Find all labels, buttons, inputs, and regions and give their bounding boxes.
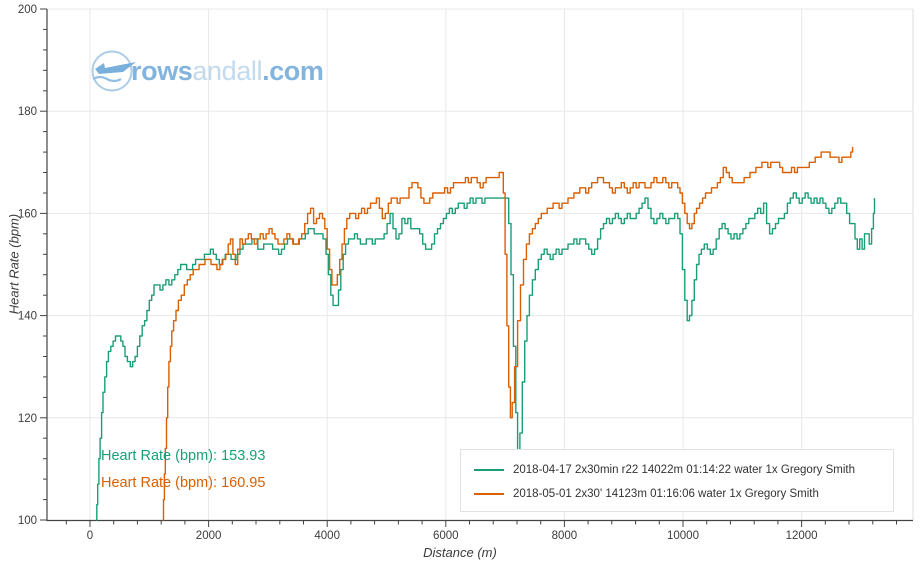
- y-tick-label: 100: [18, 515, 37, 527]
- x-tick-label: 2000: [196, 530, 222, 542]
- boat-hull: [95, 62, 136, 74]
- x-tick-label: 4000: [314, 530, 340, 542]
- mean-hr-annotation-2: Heart Rate (bpm): 160.95: [101, 475, 266, 491]
- x-tick-label: 0: [87, 530, 93, 542]
- logo-rows: rows: [131, 56, 193, 86]
- logo-andall: andall: [192, 56, 263, 86]
- logo-text: rowsandall.com: [131, 49, 324, 93]
- y-tick-label: 120: [18, 413, 37, 425]
- mean-hr-annotation-1: Heart Rate (bpm): 153.93: [101, 448, 266, 464]
- legend-label: 2018-05-01 2x30' 14123m 01:16:06 water 1…: [513, 488, 819, 500]
- y-tick-label: 200: [18, 4, 37, 16]
- wave-icon: [92, 75, 122, 83]
- y-tick-label: 180: [18, 106, 37, 118]
- legend-item-workout-1[interactable]: 2018-04-17 2x30min r22 14022m 01:14:22 w…: [474, 458, 893, 482]
- rowsandall-logo: rowsandall.com: [90, 49, 324, 93]
- x-axis-title: Distance (m): [423, 545, 497, 560]
- legend: 2018-04-17 2x30min r22 14022m 01:14:22 w…: [460, 449, 894, 512]
- legend-swatch-orange: [474, 493, 504, 495]
- x-tick-label: 6000: [433, 530, 459, 542]
- y-tick-label: 160: [18, 208, 37, 220]
- legend-swatch-green: [474, 469, 504, 471]
- x-tick-label: 8000: [552, 530, 578, 542]
- y-tick-label: 140: [18, 311, 37, 323]
- mean-annotations: Heart Rate (bpm): 153.93 Heart Rate (bpm…: [101, 443, 265, 497]
- legend-label: 2018-04-17 2x30min r22 14022m 01:14:22 w…: [513, 464, 856, 476]
- legend-item-workout-2[interactable]: 2018-05-01 2x30' 14123m 01:16:06 water 1…: [474, 482, 893, 506]
- x-tick-label: 10000: [667, 530, 699, 542]
- series-line-2: [162, 147, 854, 521]
- boat-icon: [91, 50, 136, 92]
- y-axis-title: Heart Rate (bpm): [6, 213, 22, 315]
- series-line-1: [95, 192, 876, 521]
- x-tick-label: 12000: [786, 530, 818, 542]
- logo-com: .com: [262, 56, 324, 86]
